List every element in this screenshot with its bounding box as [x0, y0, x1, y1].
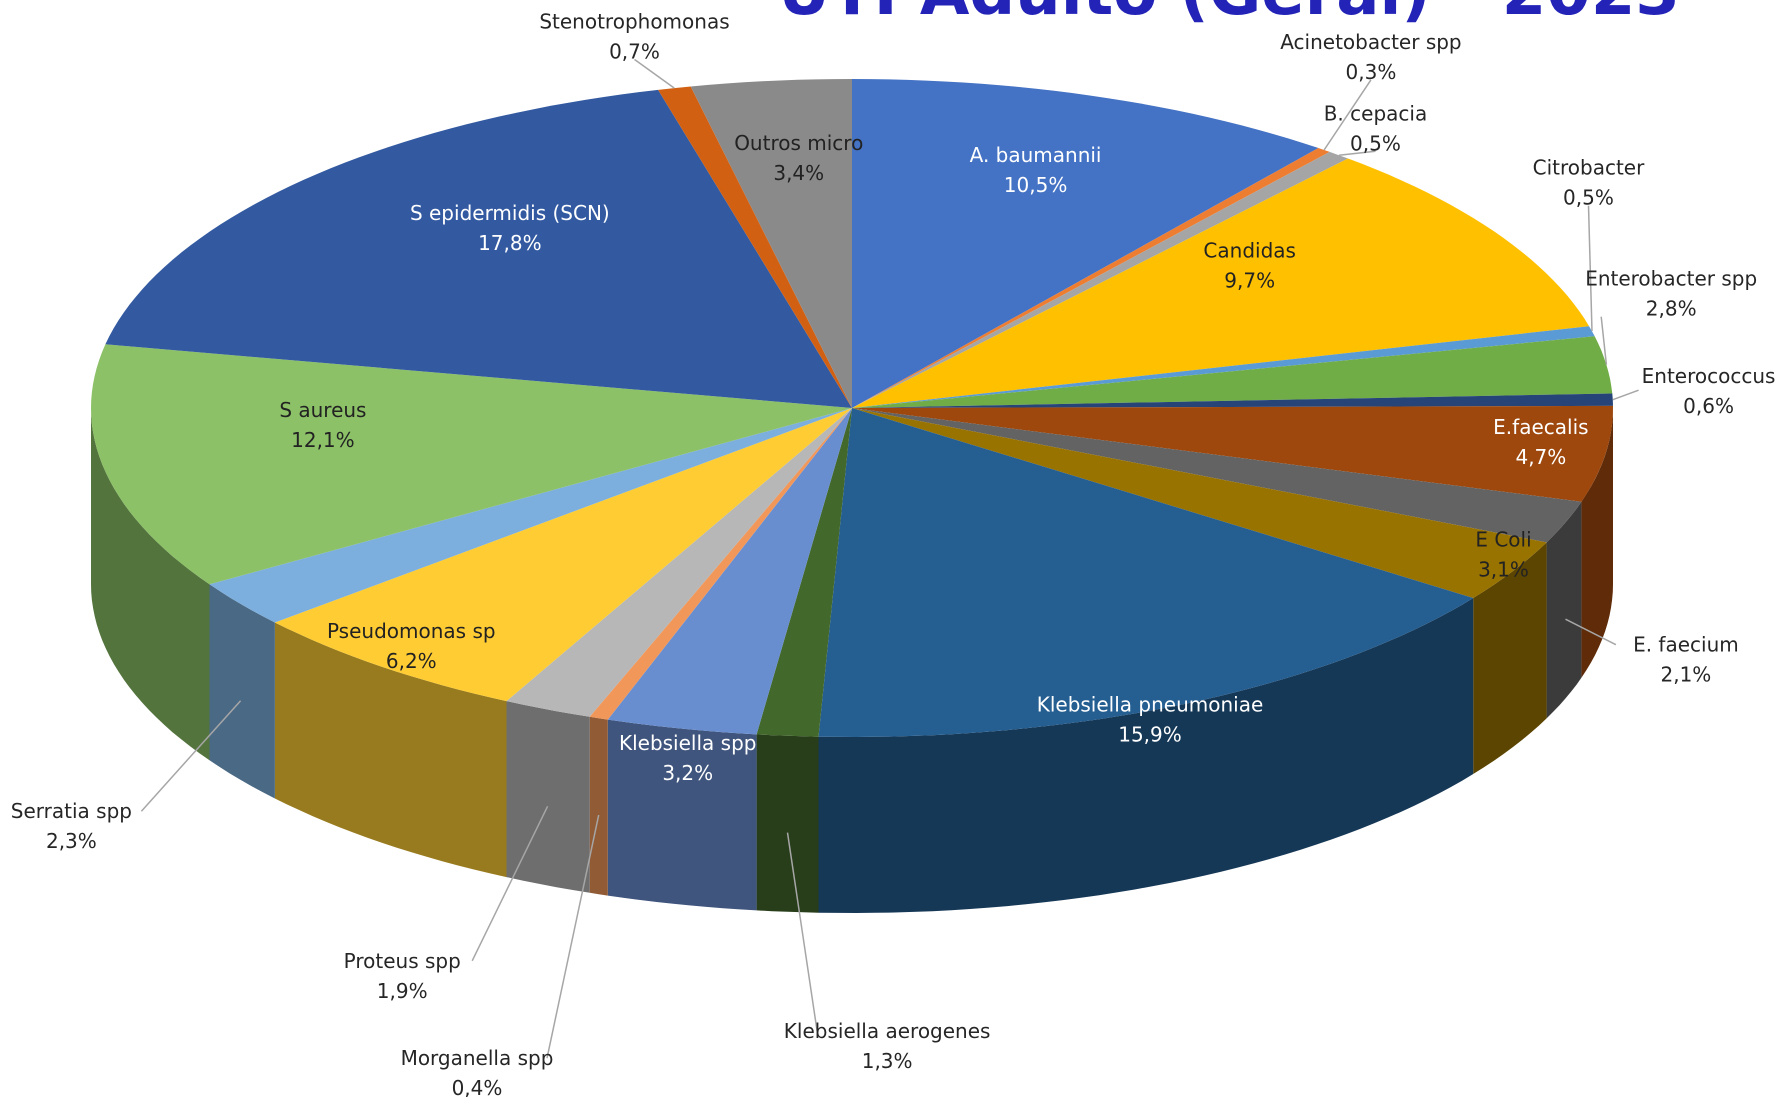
slice: [506, 408, 852, 717]
leader-line: [1338, 150, 1376, 156]
leader-line: [634, 58, 675, 89]
value-label: 1,3%: [862, 1049, 913, 1073]
slice-label: Klebsiella spp: [619, 731, 757, 755]
slice-label: A. baumannii: [970, 143, 1102, 167]
leader-line: [1565, 618, 1617, 646]
slice: [852, 405, 1613, 502]
value-label: 3,1%: [1478, 557, 1529, 581]
leader-line: [1600, 316, 1608, 365]
leader-line: [1612, 389, 1639, 401]
slice-label: Klebsiella aerogenes: [784, 1019, 991, 1043]
slice-label: E. faecium: [1633, 633, 1739, 657]
slice: [105, 89, 852, 409]
value-label: 3,2%: [662, 761, 713, 785]
slice-label: Pseudomonas sp: [327, 619, 496, 643]
slice-side: [209, 584, 275, 799]
slice-side: [756, 734, 819, 913]
leader-line: [546, 814, 600, 1059]
slice: [852, 326, 1595, 408]
value-label: 3,4%: [773, 161, 824, 185]
slice: [852, 79, 1319, 408]
slice-side: [1473, 542, 1547, 774]
value-label: 9,7%: [1224, 268, 1275, 292]
value-label: 0,5%: [1563, 186, 1614, 210]
value-label: 2,3%: [46, 829, 97, 853]
slice-label: Acinetobacter spp: [1280, 30, 1461, 54]
slice: [209, 408, 852, 623]
value-label: 0,4%: [452, 1076, 503, 1097]
slice-side: [91, 408, 210, 761]
slice: [852, 336, 1613, 408]
slice-side: [1581, 408, 1613, 678]
slice: [852, 408, 1582, 543]
slice-side: [607, 719, 757, 911]
slice-side: [274, 622, 507, 878]
value-label: 2,8%: [1646, 297, 1697, 321]
slice-label: Citrobacter: [1533, 156, 1645, 180]
value-label: 0,3%: [1346, 60, 1397, 84]
slice-label: Klebsiella pneumoniae: [1037, 693, 1264, 717]
slice-side: [589, 716, 608, 896]
value-label: 4,7%: [1515, 445, 1566, 469]
slice: [589, 408, 852, 720]
slice-side: [818, 598, 1474, 913]
slice: [818, 408, 1474, 737]
chart-title: UTI Adulto (Geral) - 2023: [778, 0, 1680, 30]
slice: [852, 148, 1330, 408]
slice-label: Stenotrophomonas: [539, 10, 729, 34]
value-label: 0,5%: [1350, 131, 1401, 155]
leader-line: [1323, 79, 1372, 151]
slice: [852, 408, 1547, 598]
slice-label: E Coli: [1475, 527, 1531, 551]
value-label: 2,1%: [1660, 663, 1711, 687]
slice-label: B. cepacia: [1324, 101, 1428, 125]
leader-line: [786, 832, 818, 1032]
slice: [658, 86, 852, 408]
slice: [274, 408, 852, 702]
slice-label: Enterococcus: [1642, 364, 1776, 388]
slice-side: [506, 701, 590, 893]
slice-side: [1546, 501, 1582, 719]
value-label: 15,9%: [1118, 723, 1182, 747]
value-label: 0,6%: [1683, 394, 1734, 418]
slice-label: Morganella spp: [401, 1046, 554, 1070]
value-label: 17,8%: [478, 231, 542, 255]
leader-line: [471, 805, 549, 962]
value-label: 6,2%: [386, 649, 437, 673]
slice-label: S epidermidis (SCN): [410, 201, 610, 225]
slice: [852, 151, 1348, 408]
slice: [852, 393, 1613, 408]
slice-label: Proteus spp: [344, 949, 461, 973]
value-label: 1,9%: [377, 979, 428, 1003]
value-label: 0,7%: [609, 40, 660, 64]
slice: [91, 344, 852, 585]
slice-label: Serratia spp: [11, 799, 132, 823]
value-label: 12,1%: [291, 428, 355, 452]
slice: [852, 158, 1590, 408]
slice-label: Outros micro: [734, 131, 863, 155]
leader-line: [1587, 205, 1593, 332]
slice-label: Enterobacter spp: [1585, 267, 1757, 291]
slice: [690, 79, 852, 408]
slice-label: E.faecalis: [1493, 415, 1588, 439]
slice: [756, 408, 852, 737]
slice-label: Candidas: [1203, 238, 1296, 262]
slice-label: S aureus: [279, 398, 366, 422]
slice: [607, 408, 852, 735]
leader-line: [140, 700, 242, 812]
value-label: 10,5%: [1004, 173, 1068, 197]
